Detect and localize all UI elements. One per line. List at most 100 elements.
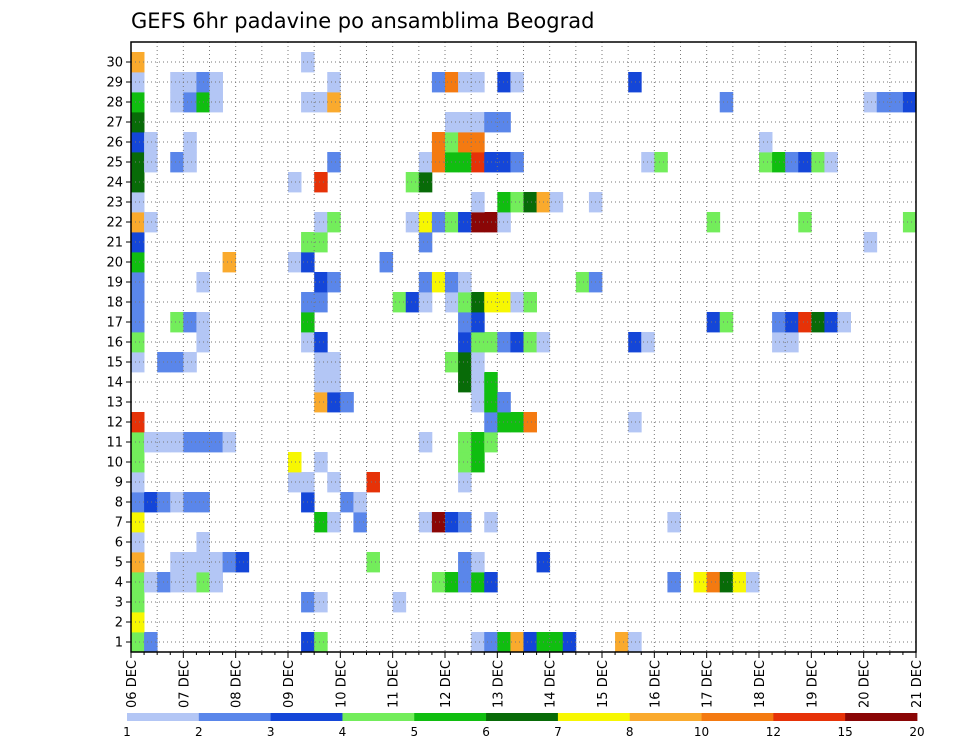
colorbar-label: 15 [838,725,853,739]
heatmap-cell-m15-t26 [471,352,485,373]
heatmap-cell-m25-t15 [327,152,341,173]
colorbar-swatch [486,713,559,721]
y-tick-label: 26 [106,136,123,151]
x-tick-label: 18 DEC [753,660,768,708]
colorbar-swatch [773,713,846,721]
heatmap-cell-m18-t26 [471,292,485,313]
x-tick-label: 12 DEC [439,660,454,708]
heatmap-cell-m27-t28 [497,112,511,133]
heatmap-cell-m21-t56 [863,232,878,253]
heatmap-cell-m18-t27 [484,292,498,313]
heatmap-cell-m16-t38 [628,332,642,353]
heatmap-cell-m19-t0 [131,272,145,293]
heatmap-cell-m3-t0 [131,592,145,613]
heatmap-cell-m17-t4 [183,312,197,333]
heatmap-cell-m18-t21 [405,292,420,313]
heatmap-cell-m23-t28 [497,192,511,213]
heatmap-cell-m4-t47 [745,572,760,593]
colorbar-swatch [845,713,918,721]
heatmap-cell-m29-t3 [170,72,184,93]
heatmap-cell-m14-t26 [471,372,485,393]
heatmap-cell-m28-t0 [131,92,145,113]
heatmap-cell-m10-t0 [131,452,145,473]
heatmap-cell-m17-t49 [772,312,786,333]
heatmap-cell-m28-t58 [889,92,904,113]
heatmap-cell-m16-t26 [471,332,485,353]
y-tick-label: 1 [115,636,123,651]
heatmap-cell-m22-t23 [431,212,446,233]
heatmap-cell-m25-t1 [144,152,158,173]
heatmap-cell-m4-t45 [719,572,734,593]
heatmap-cell-m24-t14 [314,172,328,193]
heatmap-cell-m29-t25 [458,72,472,93]
heatmap-cell-m25-t28 [497,152,511,173]
heatmap-cell-m9-t25 [458,472,472,493]
y-tick-label: 14 [106,376,123,391]
y-tick-label: 3 [115,596,123,611]
heatmap-cell-m14-t27 [484,372,498,393]
colorbar-swatch [127,713,200,721]
x-tick-label: 10 DEC [334,660,349,708]
heatmap-cell-m7-t14 [314,512,328,533]
heatmap-cell-m29-t4 [183,72,197,93]
heatmap-cell-m5-t26 [471,552,485,573]
heatmap-cell-m13-t15 [327,392,341,413]
heatmap-cell-m26-t0 [131,132,145,153]
x-tick-label: 06 DEC [125,660,140,708]
y-tick-label: 9 [115,476,123,491]
y-tick-label: 7 [115,516,123,531]
heatmap-cell-m14-t25 [458,372,472,393]
heatmap-cell-m4-t23 [431,572,446,593]
heatmap-cell-m18-t29 [510,292,524,313]
colorbar-label: 1 [123,725,131,739]
heatmap-cells [131,52,917,653]
heatmap-cell-m20-t12 [288,252,302,273]
heatmap-cell-m7-t27 [484,512,498,533]
y-tick-label: 2 [115,616,123,631]
heatmap-cell-m25-t26 [471,152,485,173]
heatmap-cell-m9-t18 [366,472,380,493]
heatmap-cell-m22-t14 [314,212,328,233]
heatmap-cell-m16-t49 [772,332,786,353]
x-tick-label: 13 DEC [491,660,506,708]
y-tick-label: 8 [115,496,123,511]
y-tick-label: 13 [106,396,123,411]
heatmap-cell-m12-t29 [510,412,524,433]
heatmap-cell-m23-t32 [549,192,564,213]
heatmap-cell-m5-t25 [458,552,472,573]
heatmap-cell-m19-t14 [314,272,328,293]
heatmap-cell-m22-t25 [458,212,472,233]
heatmap-cell-m23-t30 [523,192,537,213]
heatmap-cell-m26-t4 [183,132,197,153]
y-tick-label: 21 [106,236,123,251]
heatmap-cell-m25-t3 [170,152,184,173]
heatmap-cell-m17-t26 [471,312,485,333]
heatmap-cell-m11-t7 [222,432,237,453]
heatmap-cell-m5-t3 [170,552,184,573]
heatmap-cell-m25-t52 [811,152,825,173]
heatmap-cell-m10-t26 [471,452,485,473]
heatmap-cell-m18-t30 [523,292,537,313]
heatmap-cell-m11-t0 [131,432,145,453]
heatmap-cell-m26-t48 [759,132,773,153]
heatmap-cell-m4-t25 [458,572,472,593]
heatmap-cell-m2-t0 [131,612,145,633]
heatmap-cell-m14-t14 [314,372,328,393]
colorbar-label: 5 [410,725,418,739]
heatmap-cell-m10-t14 [314,452,328,473]
heatmap-cell-m23-t26 [471,192,485,213]
heatmap-cell-m27-t26 [471,112,485,133]
heatmap-cell-m17-t0 [131,312,145,333]
heatmap-cell-m28-t3 [170,92,184,113]
colorbar-label: 20 [909,725,924,739]
heatmap-cell-m16-t14 [314,332,328,353]
heatmap-cell-m1-t28 [497,632,511,653]
heatmap-cell-m1-t29 [510,632,524,653]
heatmap-cell-m22-t21 [405,212,420,233]
heatmap-cell-m22-t15 [327,212,341,233]
colorbar-label: 8 [626,725,634,739]
heatmap-cell-m25-t25 [458,152,472,173]
heatmap-cell-m28-t45 [719,92,734,113]
heatmap-cell-m27-t25 [458,112,472,133]
colorbar-swatch [701,713,774,721]
